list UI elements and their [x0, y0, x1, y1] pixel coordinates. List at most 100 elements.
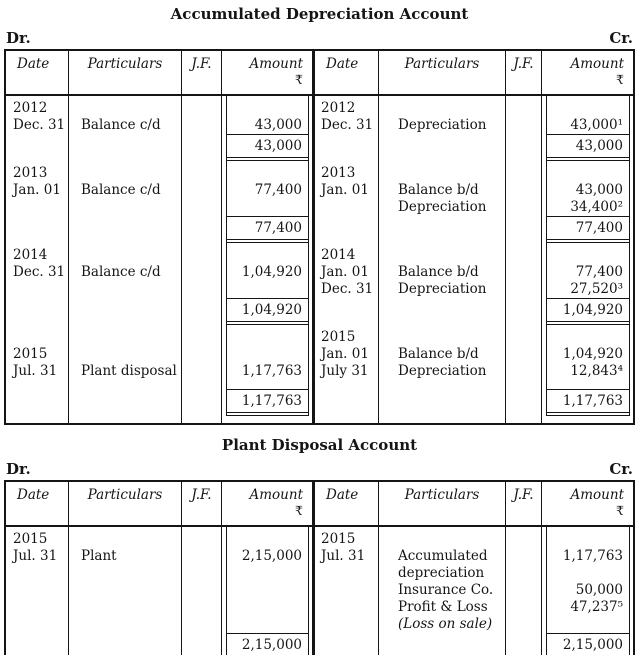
jf-cell: [182, 161, 222, 243]
particulars-cell: Balance b/d Depreciation: [379, 161, 506, 243]
date-line: [13, 329, 68, 346]
date-line: 2012: [13, 100, 48, 116]
header-debit-half: Date Particulars J.F. Amount ₹: [6, 482, 312, 525]
particular-line: [398, 329, 505, 346]
date-line: [13, 565, 68, 582]
particulars-cell: Balance c/d: [69, 96, 182, 161]
particular-line: Depreciation: [398, 281, 487, 297]
date-line: 2013: [13, 165, 48, 181]
credit-entry: 2015 Jan. 01 July 31 Balance b/d Depreciati…: [312, 325, 633, 423]
amount-label: Amount: [249, 56, 304, 72]
ledger-block: 2012 Dec. 31 Balance c/d 43,000 43,000 2012…: [6, 96, 633, 161]
col-header-particulars: Particulars: [69, 51, 182, 94]
particular-line: [81, 329, 181, 346]
double-rule: [227, 412, 308, 416]
date-line: Dec. 31: [13, 117, 66, 133]
date-cell: 2015 Jan. 01 July 31: [315, 325, 379, 423]
date-line: July 31: [321, 363, 369, 379]
particular-line: Balance b/d: [398, 182, 479, 198]
amount-entries: 1,17,763: [227, 325, 308, 389]
amount-line: [227, 582, 308, 599]
double-rule: [547, 157, 629, 161]
amount-strip: 1,17,763 1,17,763: [226, 325, 309, 416]
amount-line: [547, 100, 629, 117]
amount-cell: 1,04,920 12,843⁴ 1,17,763: [542, 325, 633, 423]
jf-cell: [182, 325, 222, 423]
particulars-cell: Balance c/d: [69, 161, 182, 243]
account-section-plant-disposal: Plant Disposal Account Dr. Cr. Date Part…: [4, 436, 635, 655]
date-line: Dec. 31: [321, 281, 374, 297]
particular-line: Balance c/d: [81, 182, 161, 198]
amount-strip: 1,04,920 12,843⁴ 1,17,763: [546, 325, 630, 416]
amount-cell: 43,000 43,000: [222, 96, 312, 161]
col-header-date: Date: [315, 51, 379, 94]
particular-line: [81, 247, 181, 264]
particulars-cell: Accumulated depreciation Insurance Co. Prof…: [379, 527, 506, 655]
date-line: [321, 616, 378, 633]
amount-entries: 2,15,000: [227, 527, 308, 633]
amount-cell: 43,000¹ 43,000: [542, 96, 633, 161]
date-line: Jul. 31: [321, 548, 366, 564]
drcr-row: Dr. Cr.: [6, 460, 633, 478]
amount-cell: 77,400 27,520³ 1,04,920: [542, 243, 633, 325]
header-credit-half: Date Particulars J.F. Amount ₹: [312, 51, 633, 94]
date-cell: 2015 Jul. 31: [6, 325, 69, 423]
particular-line: [81, 100, 181, 117]
amount-line: [227, 616, 308, 633]
total-amount: 1,17,763: [547, 389, 629, 412]
particular-line: Balance c/d: [81, 264, 161, 280]
amount-cell: 1,17,763 1,17,763: [222, 325, 312, 423]
particular-line: Balance c/d: [81, 117, 161, 133]
amount-line: 1,04,920: [241, 264, 302, 280]
col-header-amount: Amount ₹: [222, 51, 312, 94]
rupee-symbol: ₹: [616, 72, 624, 87]
date-line: 2015: [321, 329, 356, 345]
bottom-gap: [222, 416, 312, 423]
total-amount: 1,04,920: [227, 298, 308, 321]
amount-line: 77,400: [575, 264, 623, 280]
amount-strip: 1,17,763 50,000 47,237⁵ 2,15,000: [546, 527, 630, 655]
debit-entry: 2013 Jan. 01 Balance c/d 77,400 77,400: [6, 161, 312, 243]
particulars-cell: Balance b/d Depreciation: [379, 325, 506, 423]
debit-entry: 2014 Dec. 31 Balance c/d 1,04,920 1,04,92…: [6, 243, 312, 325]
amount-cell: 2,15,000 2,15,000: [222, 527, 312, 655]
amount-line: [227, 346, 308, 363]
double-rule: [547, 239, 629, 243]
amount-line: 43,000: [254, 117, 302, 133]
col-header-amount: Amount ₹: [542, 482, 633, 525]
date-line: Dec. 31: [13, 264, 66, 280]
amount-line: [547, 165, 629, 182]
jf-cell: [182, 96, 222, 161]
header-credit-half: Date Particulars J.F. Amount ₹: [312, 482, 633, 525]
date-line: [13, 599, 68, 616]
amount-line: 50,000: [575, 582, 623, 598]
particular-line: [398, 165, 505, 182]
amount-entries: 1,04,920 12,843⁴: [547, 325, 629, 389]
date-line: 2012: [321, 100, 356, 116]
date-line: [321, 565, 378, 582]
particulars-cell: Balance b/d Depreciation: [379, 243, 506, 325]
table-header-row: Date Particulars J.F. Amount ₹ Date Part…: [6, 482, 633, 527]
amount-strip: 1,04,920 1,04,920: [226, 243, 309, 325]
particular-line: Plant: [81, 548, 117, 564]
date-line: Jan. 01: [321, 264, 369, 280]
date-line: 2014: [321, 247, 356, 263]
double-rule: [547, 412, 629, 416]
amount-line: 43,000¹: [570, 117, 623, 133]
date-cell: 2014 Dec. 31: [6, 243, 69, 325]
amount-line: [227, 165, 308, 182]
particular-line: Depreciation: [398, 199, 487, 215]
date-line: Jan. 01: [13, 182, 61, 198]
amount-entries: 1,04,920: [227, 243, 308, 298]
amount-line: 1,17,763: [562, 548, 623, 564]
particular-line: [81, 165, 181, 182]
amount-label: Amount: [570, 56, 625, 72]
debit-entry: 2012 Dec. 31 Balance c/d 43,000 43,000: [6, 96, 312, 161]
particular-line: [398, 531, 505, 548]
jf-cell: [506, 243, 542, 325]
amount-line: 77,400: [254, 182, 302, 198]
amount-cell: 77,400 77,400: [222, 161, 312, 243]
date-line: [321, 199, 378, 216]
double-rule: [227, 321, 308, 325]
